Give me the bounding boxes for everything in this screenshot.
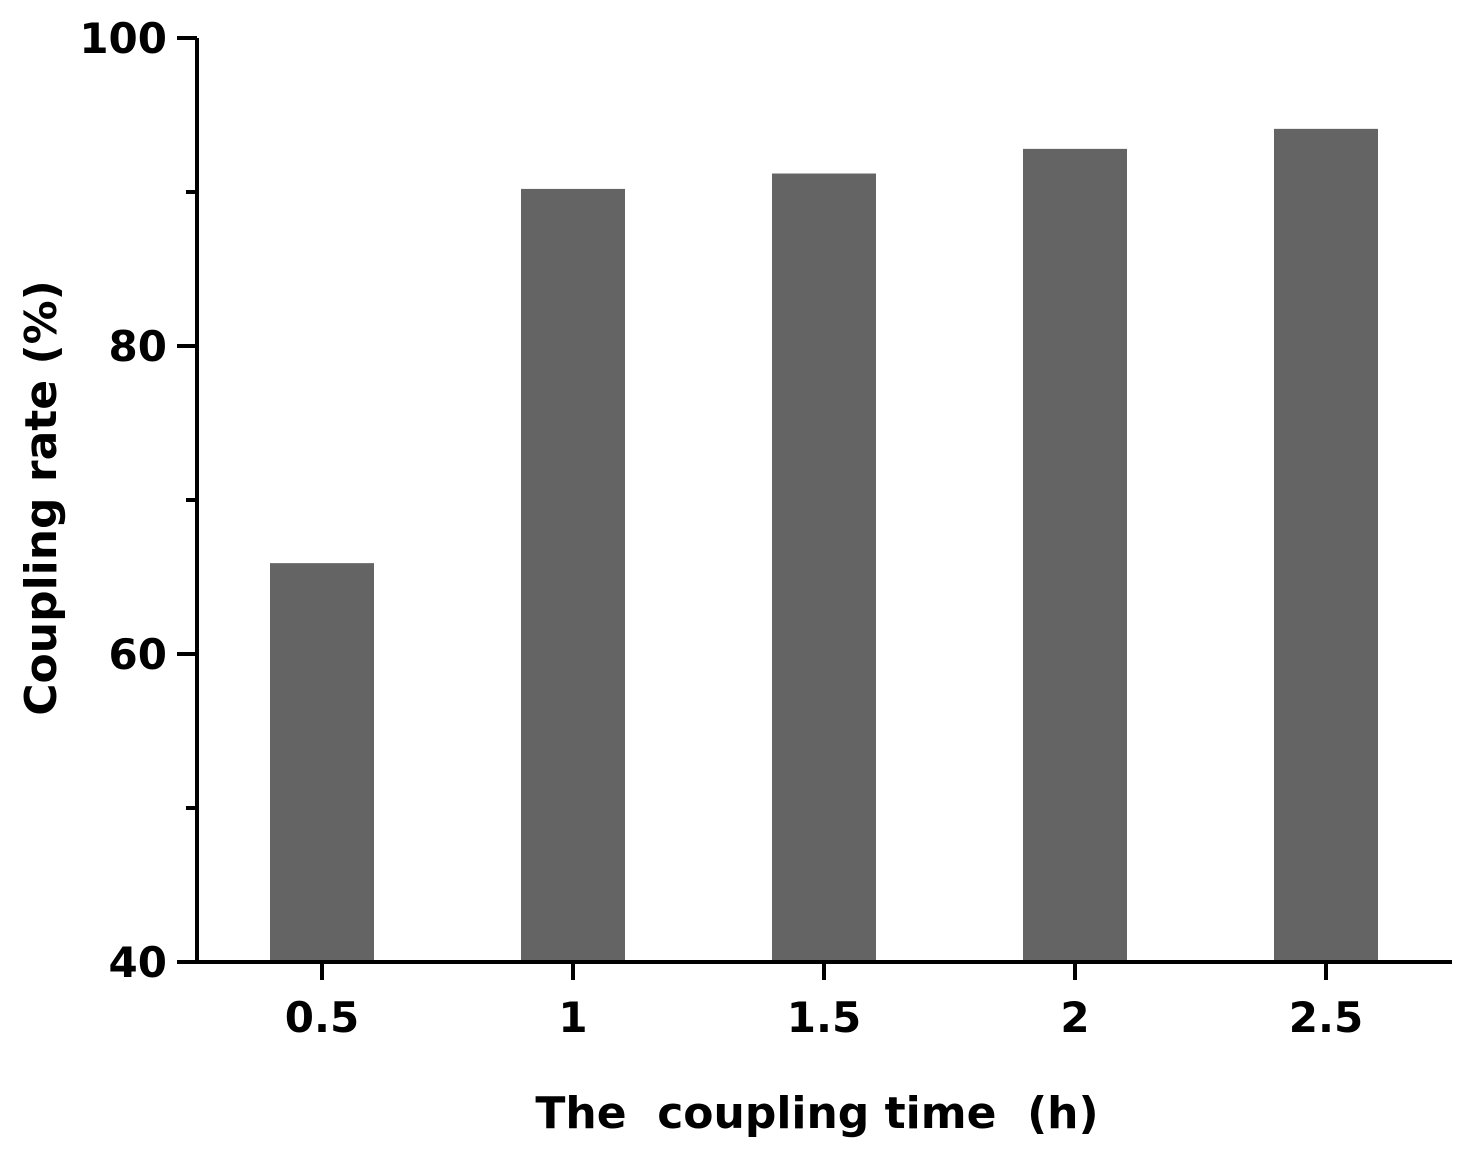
bar-2.5 [1274,128,1378,963]
y-tick-label-80: 80 [109,322,167,371]
y-tick-label-40: 40 [109,938,167,987]
bar-2 [1023,148,1127,962]
x-axis-title: The coupling time (h) [535,1088,1098,1139]
x-tick-label-1.5: 1.5 [787,993,861,1042]
bar-1 [521,188,625,963]
ticks-layer: 40 60 80 100 0.5 1 1.5 2 2.5 [79,14,1363,1042]
x-tick-label-2: 2 [1060,993,1089,1042]
bars-layer [270,128,1378,963]
x-tick-label-0.5: 0.5 [285,993,359,1042]
y-tick-label-100: 100 [79,14,167,63]
bar-1.5 [772,173,876,962]
x-tick-label-1: 1 [558,993,587,1042]
x-tick-label-2.5: 2.5 [1289,993,1363,1042]
y-axis-title: Coupling rate (%) [16,280,67,716]
y-tick-label-60: 60 [109,630,167,679]
bar-0.5 [270,563,374,962]
